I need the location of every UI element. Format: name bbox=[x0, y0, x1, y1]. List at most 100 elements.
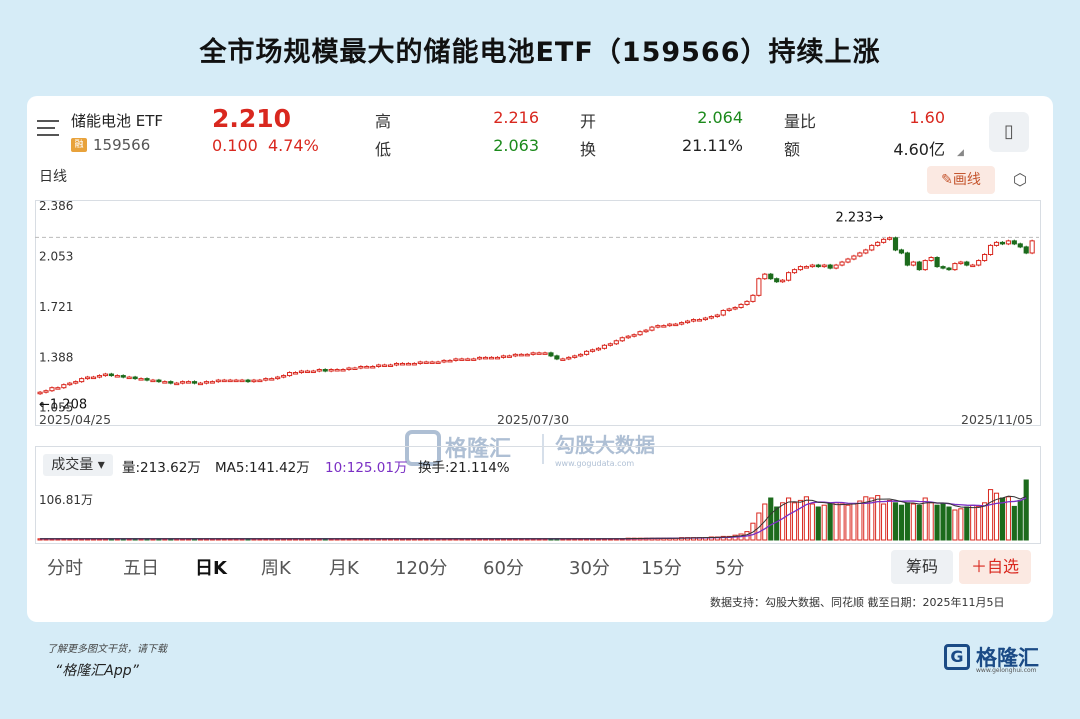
candle bbox=[90, 376, 97, 380]
volume-ma5-line bbox=[40, 495, 1027, 540]
candle bbox=[251, 379, 257, 383]
volume-bar bbox=[910, 503, 916, 541]
volume-bar bbox=[821, 504, 827, 541]
expand-triangle-icon[interactable]: ◢ bbox=[957, 148, 964, 158]
watermark-brand: 格隆汇 bbox=[445, 436, 511, 462]
candle bbox=[970, 264, 976, 268]
tab-4[interactable]: 月K bbox=[329, 558, 359, 579]
volume-bar bbox=[851, 503, 857, 541]
tab-5[interactable]: 120分 bbox=[395, 558, 448, 579]
candle bbox=[934, 257, 940, 268]
candle bbox=[881, 238, 887, 243]
period-label[interactable]: 日线 bbox=[39, 169, 67, 185]
quote-card: 储能电池 ETF 融 159566 2.210 0.100 4.74% 高 2.… bbox=[27, 96, 1053, 622]
candle bbox=[869, 244, 875, 251]
tab-1[interactable]: 五日 bbox=[123, 558, 159, 579]
footer-app-name: “格隆汇App” bbox=[55, 663, 139, 679]
candle bbox=[649, 326, 655, 331]
tab-3[interactable]: 周K bbox=[261, 558, 291, 579]
volume-bar bbox=[958, 508, 964, 541]
period-tabs: 分时 五日 日K 周K 月K 120分 60分 30分 15分 5分 bbox=[47, 554, 747, 584]
candle bbox=[982, 253, 988, 262]
candle bbox=[536, 352, 542, 355]
volume-bar bbox=[904, 502, 910, 541]
volume-indicator-select[interactable]: 成交量 ▾ bbox=[43, 454, 113, 476]
candle bbox=[863, 249, 869, 254]
candle bbox=[1023, 246, 1029, 254]
volume-bar bbox=[886, 499, 893, 541]
draw-button[interactable]: ✎画线 bbox=[927, 166, 995, 194]
candle bbox=[114, 375, 120, 378]
tab-6[interactable]: 60分 bbox=[483, 558, 524, 579]
candle bbox=[316, 369, 322, 372]
menu-icon[interactable] bbox=[37, 120, 59, 136]
volume-bar bbox=[916, 504, 922, 541]
volume-bar bbox=[993, 492, 1000, 541]
candle bbox=[655, 325, 661, 328]
volume-bar bbox=[791, 502, 798, 541]
candle bbox=[572, 355, 578, 358]
tab-2[interactable]: 日K bbox=[195, 558, 227, 579]
y-tick-label: 2.386 bbox=[39, 200, 73, 213]
candle bbox=[940, 266, 946, 269]
candle bbox=[215, 379, 221, 383]
chip-button[interactable]: 筹码 bbox=[891, 550, 953, 584]
y-tick-label: 1.721 bbox=[39, 300, 73, 314]
candle bbox=[827, 264, 833, 269]
candle bbox=[304, 370, 310, 374]
volume-bar bbox=[827, 503, 833, 541]
volume-bar bbox=[922, 497, 928, 541]
kline-chart: 2.386 2.053 1.721 1.388 1.055←1.208 2.233→ 202… bbox=[35, 200, 1039, 427]
volume-bar bbox=[839, 503, 845, 541]
volume-bar bbox=[803, 496, 809, 541]
candle bbox=[340, 369, 346, 372]
volume-ma10: 10:125.01万 bbox=[325, 460, 408, 476]
last-price: 2.210 bbox=[212, 104, 292, 133]
tab-0[interactable]: 分时 bbox=[47, 558, 83, 579]
candle bbox=[851, 255, 857, 260]
volume-bar bbox=[768, 497, 774, 541]
min-marker: ←1.208 bbox=[39, 398, 87, 413]
candle bbox=[542, 352, 548, 355]
candle bbox=[708, 316, 714, 319]
change-pct: 4.74% bbox=[267, 136, 319, 155]
candle bbox=[376, 364, 382, 367]
volume-bar bbox=[964, 506, 970, 541]
candle bbox=[239, 379, 245, 383]
candle bbox=[958, 261, 964, 265]
candle bbox=[120, 375, 126, 378]
volume-bar bbox=[892, 502, 899, 541]
security-name: 储能电池 ETF bbox=[71, 112, 164, 130]
candle bbox=[875, 241, 881, 246]
volume-bar bbox=[1011, 505, 1017, 541]
add-favorite-button[interactable]: ＋自选 bbox=[959, 550, 1031, 584]
candle bbox=[108, 373, 114, 377]
candle bbox=[298, 370, 305, 374]
candle bbox=[821, 264, 827, 268]
volume-bar bbox=[1017, 499, 1023, 541]
candle bbox=[37, 391, 43, 395]
candle bbox=[138, 378, 144, 381]
candle bbox=[696, 319, 703, 322]
candle bbox=[1017, 243, 1023, 248]
candle bbox=[803, 266, 809, 269]
tab-7[interactable]: 30分 bbox=[569, 558, 610, 579]
candle bbox=[976, 260, 982, 266]
turnover-value: 21.11% bbox=[681, 136, 743, 155]
candle bbox=[102, 373, 109, 377]
candle bbox=[1005, 240, 1011, 245]
tab-9[interactable]: 5分 bbox=[715, 558, 745, 579]
x-tick-label: 2025/04/25 bbox=[39, 412, 111, 427]
candle bbox=[364, 365, 370, 369]
candle bbox=[281, 375, 287, 378]
high-label: 高 bbox=[375, 112, 392, 131]
settings-icon[interactable]: ⬡ bbox=[1013, 170, 1027, 189]
volume-bar bbox=[863, 496, 869, 541]
volume-bar bbox=[869, 497, 875, 541]
x-tick-label: 2025/07/30 bbox=[497, 412, 569, 427]
watermark: 格隆汇 勾股大数据 www.gogudata.com bbox=[405, 426, 705, 470]
tab-8[interactable]: 15分 bbox=[641, 558, 682, 579]
candle bbox=[667, 323, 673, 327]
candle bbox=[554, 355, 560, 360]
phone-icon[interactable]: ▯ bbox=[989, 112, 1029, 152]
